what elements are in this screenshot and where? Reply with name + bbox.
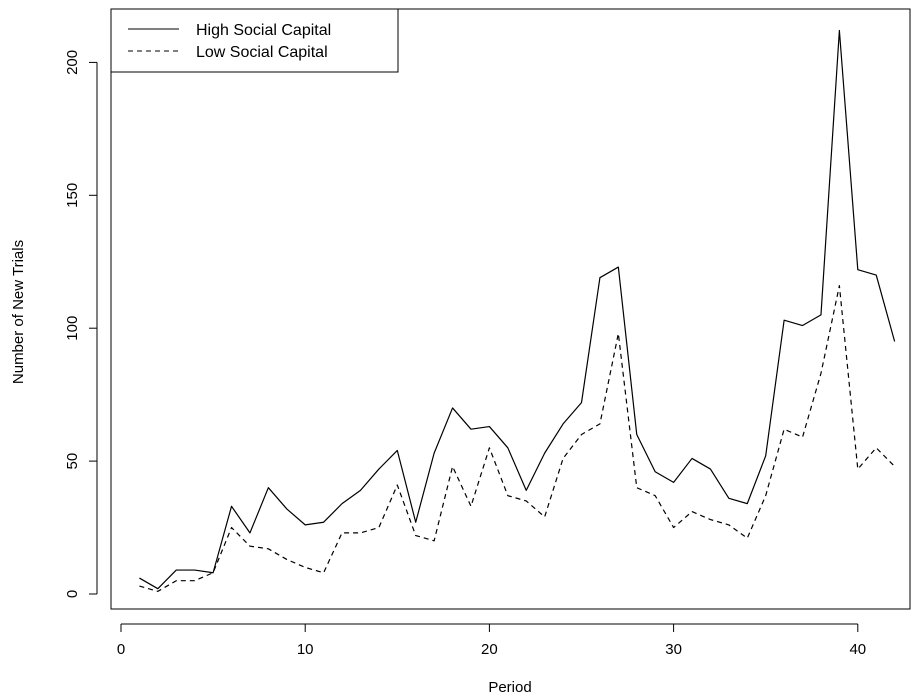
x-tick-label: 30 xyxy=(665,641,682,658)
x-tick-label: 20 xyxy=(481,641,498,658)
y-tick-label: 50 xyxy=(64,453,81,470)
series-line-low-social-capital xyxy=(139,285,896,592)
legend-box xyxy=(110,8,399,73)
y-tick-label: 150 xyxy=(64,183,81,208)
y-axis-label: Number of New Trials xyxy=(10,240,27,384)
series-line-high-social-capital xyxy=(139,29,896,590)
legend: High Social Capital Low Social Capital xyxy=(110,8,399,73)
plot-frame xyxy=(110,8,911,610)
legend-label-low-social-capital: Low Social Capital xyxy=(196,44,328,61)
x-axis-label: Period xyxy=(488,679,531,696)
y-tick-label: 0 xyxy=(64,590,81,598)
y-tick-label: 200 xyxy=(64,50,81,75)
series-layer xyxy=(139,29,896,592)
x-axis: 0 10 20 30 40 xyxy=(117,623,866,658)
y-axis: 0 50 100 150 200 xyxy=(64,50,98,598)
legend-label-high-social-capital: High Social Capital xyxy=(196,22,331,39)
x-tick-label: 0 xyxy=(117,641,125,658)
y-tick-label: 100 xyxy=(64,316,81,341)
x-tick-label: 10 xyxy=(297,641,314,658)
x-tick-label: 40 xyxy=(849,641,866,658)
